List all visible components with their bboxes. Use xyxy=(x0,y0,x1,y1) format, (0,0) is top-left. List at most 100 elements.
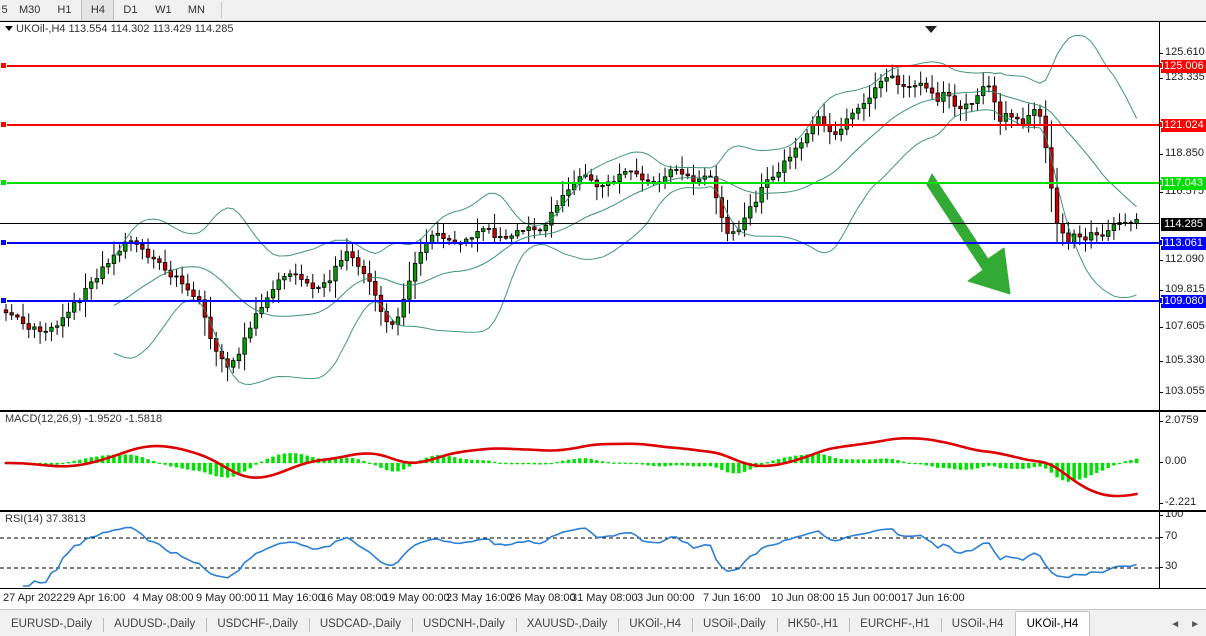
tab-scroll-controls[interactable]: ◄ ► xyxy=(1164,613,1206,636)
price-level-label[interactable]: 113.061 xyxy=(1161,237,1206,250)
tick-dash xyxy=(1160,515,1163,516)
chart-position-marker xyxy=(925,26,937,33)
level-handle-support-109[interactable] xyxy=(0,297,7,304)
symbol-tab-usoilh4[interactable]: USOil-,H4 xyxy=(940,613,1015,636)
time-axis-label: 15 Jun 00:00 xyxy=(837,592,901,604)
symbol-tab-usdcnhdaily[interactable]: USDCNH-,Daily xyxy=(411,613,516,636)
symbol-tab-hk50h1[interactable]: HK50-,H1 xyxy=(776,613,850,636)
price-tick-label: 109.815 xyxy=(1165,283,1205,295)
collapse-caret-icon[interactable] xyxy=(5,26,13,31)
price-scale[interactable]: 125.610 123.335 118.850 116.575 112.090 109.8… xyxy=(1160,21,1206,411)
rsi-tick-label: 100 xyxy=(1165,511,1184,520)
level-line-resistance-125[interactable] xyxy=(0,65,1159,67)
time-axis-label: 19 May 00:00 xyxy=(383,592,450,604)
price-tick-label: 123.335 xyxy=(1165,71,1205,83)
rsi-panel-legend: RSI(14) 37.3813 xyxy=(5,513,86,525)
tick-dash xyxy=(1160,361,1163,362)
timeframe-button-m30[interactable]: M30 xyxy=(12,0,49,20)
tick-dash xyxy=(1160,537,1163,538)
time-axis-label: 23 May 16:00 xyxy=(446,592,513,604)
rsi-line-svg xyxy=(0,526,1159,587)
tick-dash xyxy=(1160,567,1163,568)
scale-level-handle-pivot-117[interactable] xyxy=(1160,179,1163,186)
price-tick-label: 125.610 xyxy=(1165,46,1205,58)
time-axis-label: 4 May 08:00 xyxy=(133,592,194,604)
timeframe-toolbar: 5 M30 H1 H4 D1 W1 MN xyxy=(0,0,1206,21)
level-line-support-109[interactable] xyxy=(0,300,1159,302)
rsi-indicator-panel[interactable]: 100 70 30 RSI(14) 37.3813 xyxy=(0,511,1206,589)
symbol-tab-eurusddaily[interactable]: EURUSD-,Daily xyxy=(11,618,93,630)
price-tick-label: 112.090 xyxy=(1165,253,1204,265)
rsi-tick-label: 70 xyxy=(1165,530,1178,542)
symbol-tab-usdcaddaily[interactable]: USDCAD-,Daily xyxy=(308,613,412,636)
price-chart-panel[interactable]: 125.610 123.335 118.850 116.575 112.090 109.8… xyxy=(0,21,1206,411)
price-level-label[interactable]: 109.080 xyxy=(1161,295,1206,308)
price-candlestick-svg xyxy=(3,34,1139,385)
level-line-resistance-121[interactable] xyxy=(0,124,1159,126)
symbol-tab-xauusddaily[interactable]: XAUUSD-,Daily xyxy=(515,613,619,636)
price-level-label[interactable]: 125.006 xyxy=(1161,60,1206,73)
macd-histogram-svg xyxy=(4,436,1139,498)
rsi-scale: 100 70 30 xyxy=(1160,511,1206,589)
timeframe-button-h1[interactable]: H1 xyxy=(48,0,82,20)
symbol-tab-usdchfdaily[interactable]: USDCHF-,Daily xyxy=(206,613,309,636)
level-handle-resistance-125[interactable] xyxy=(0,62,7,69)
price-tick-label: 107.605 xyxy=(1165,320,1205,332)
time-axis-label: 7 Jun 16:00 xyxy=(703,592,761,604)
symbol-tab-eurchfh1[interactable]: EURCHF-,H1 xyxy=(849,613,941,636)
scale-level-handle-support-113[interactable] xyxy=(1160,239,1163,246)
tick-dash xyxy=(1160,78,1163,79)
timeframe-button-5[interactable]: 5 xyxy=(0,0,12,20)
rsi-plot-region[interactable] xyxy=(0,511,1160,589)
tick-dash xyxy=(1160,462,1163,463)
scale-level-handle-resistance-125[interactable] xyxy=(1160,62,1163,69)
chart-area[interactable]: 125.610 123.335 118.850 116.575 112.090 109.8… xyxy=(0,21,1206,609)
price-level-label[interactable]: 121.024 xyxy=(1161,119,1206,132)
tab-scroll-right-icon[interactable]: ► xyxy=(1190,619,1200,630)
time-axis-label: 31 May 08:00 xyxy=(571,592,638,604)
scale-level-handle-resistance-121[interactable] xyxy=(1160,121,1163,128)
time-axis-label: 3 Jun 00:00 xyxy=(637,592,695,604)
macd-plot-region[interactable] xyxy=(0,411,1160,511)
macd-indicator-panel[interactable]: 2.0759 0.00 -2.221 MACD(12,26,9) -1.9520 -… xyxy=(0,411,1206,511)
time-axis-label: 9 May 00:00 xyxy=(196,592,257,604)
toolbar-divider xyxy=(221,2,223,18)
timeframe-button-h4[interactable]: H4 xyxy=(81,0,115,20)
level-handle-support-113[interactable] xyxy=(0,239,7,246)
rsi-tick-label: 30 xyxy=(1165,560,1178,572)
macd-panel-legend: MACD(12,26,9) -1.9520 -1.5818 xyxy=(5,413,163,425)
price-level-label[interactable]: 114.285 xyxy=(1161,218,1206,231)
timeframe-button-w1[interactable]: W1 xyxy=(147,0,181,20)
price-plot-region[interactable] xyxy=(0,21,1160,411)
macd-tick-label: 0.00 xyxy=(1165,455,1187,467)
level-line-support-113[interactable] xyxy=(0,242,1159,244)
symbol-tab-ukoilh4[interactable]: UKOil-,H4 xyxy=(1014,611,1091,636)
level-line-last-price[interactable] xyxy=(0,223,1159,224)
level-line-pivot-117[interactable] xyxy=(0,182,1159,184)
tick-dash xyxy=(1160,192,1163,193)
price-tick-label: 105.330 xyxy=(1165,354,1205,366)
tick-dash xyxy=(1160,154,1163,155)
tick-dash xyxy=(1160,260,1163,261)
price-panel-legend: UKOil-,H4 113.554 114.302 113.429 114.28… xyxy=(5,23,234,35)
tick-dash xyxy=(1160,327,1163,328)
symbol-tab-bar[interactable]: EURUSD-,Daily AUDUSD-,Daily USDCHF-,Daily U… xyxy=(0,609,1206,636)
macd-tick-label: -2.221 xyxy=(1165,496,1197,508)
symbol-tab-usoildaily[interactable]: USOil-,Daily xyxy=(692,613,777,636)
symbol-tab-ukoilh4[interactable]: UKOil-,H4 xyxy=(618,613,692,636)
level-handle-pivot-117[interactable] xyxy=(0,179,7,186)
price-tick-label: 118.850 xyxy=(1165,147,1204,159)
price-level-label[interactable]: 117.043 xyxy=(1161,177,1206,190)
tab-scroll-left-icon[interactable]: ◄ xyxy=(1170,619,1181,630)
timeframe-button-d1[interactable]: D1 xyxy=(114,0,148,20)
tick-dash xyxy=(1160,503,1163,504)
symbol-tab-audusddaily[interactable]: AUDUSD-,Daily xyxy=(103,613,206,636)
time-axis-label: 16 May 08:00 xyxy=(321,592,388,604)
time-axis-label: 27 Apr 2022 xyxy=(3,592,63,604)
tick-dash xyxy=(1160,53,1163,54)
level-handle-resistance-121[interactable] xyxy=(0,121,7,128)
timeframe-button-mn[interactable]: MN xyxy=(180,0,214,20)
scale-level-handle-support-109[interactable] xyxy=(1160,297,1163,304)
time-axis: 27 Apr 2022 29 Apr 16:00 4 May 08:00 9 May … xyxy=(0,589,1206,609)
